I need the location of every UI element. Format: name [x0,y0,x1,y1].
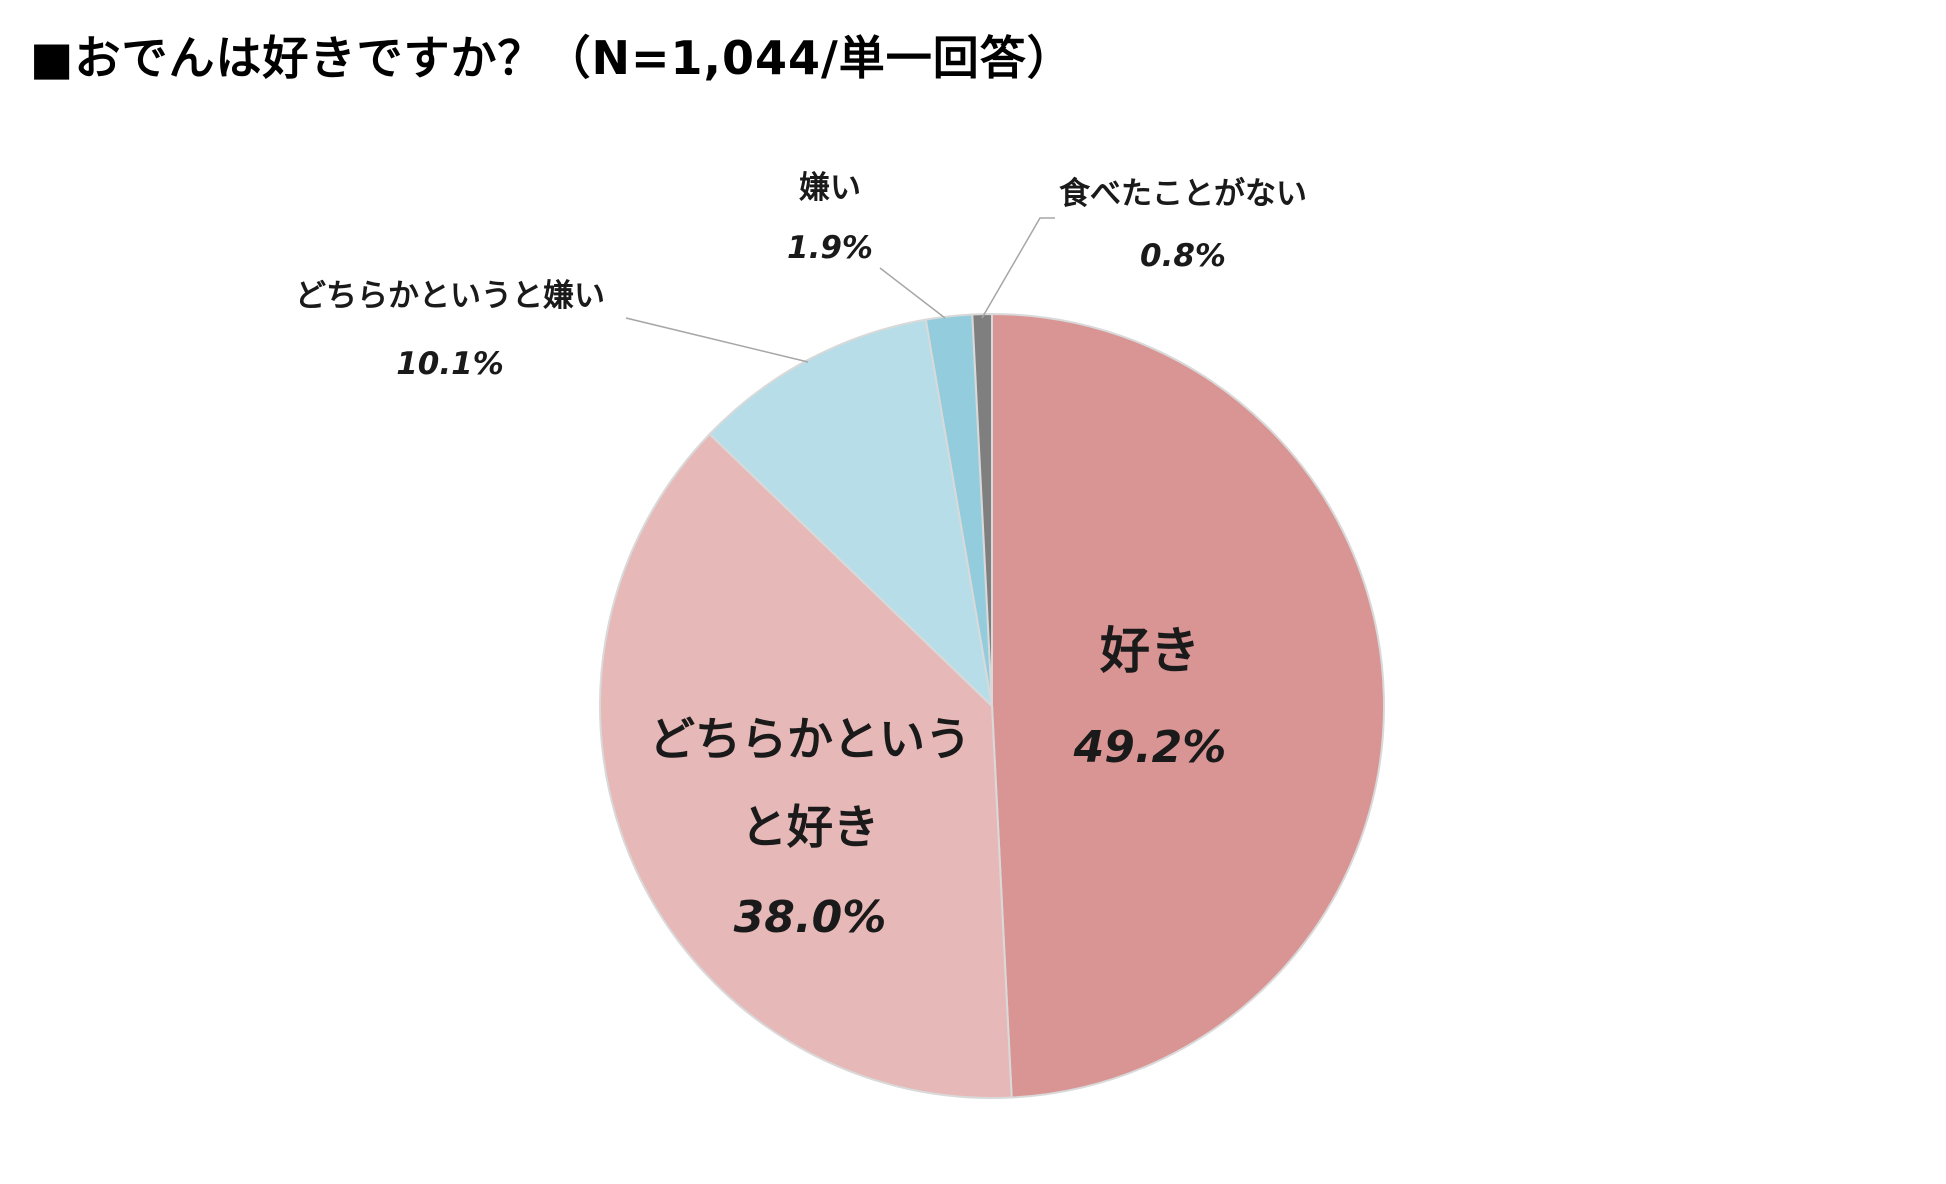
slice-value-label: 1.9% [787,230,873,266]
slice-value-label: 38.0% [734,892,887,943]
pie-slices [599,312,1385,1099]
slice-label: 食べたことがない [1059,176,1307,212]
slice-label: 好き [1099,622,1200,680]
pie-slice [708,318,994,709]
slice-value-label: 49.2% [1073,722,1227,773]
pie-slice [971,312,993,707]
leader-line [625,317,809,363]
slice-value-label: 0.8% [1140,238,1226,274]
leader-line [981,217,1055,319]
slice-label: どちらかという [649,712,971,766]
pie-slice [991,312,1385,1099]
slice-label: 嫌い [799,170,861,206]
slice-value-label: 10.1% [396,346,504,382]
pie-slice [599,432,1013,1099]
leader-lines [625,217,1055,363]
leader-line [879,267,946,319]
slice-label: どちらかというと嫌い [295,278,605,314]
slice-label: と好き [741,800,879,854]
page-title: ■おでんは好きですか？（N=1,044/単一回答） [30,31,1074,85]
